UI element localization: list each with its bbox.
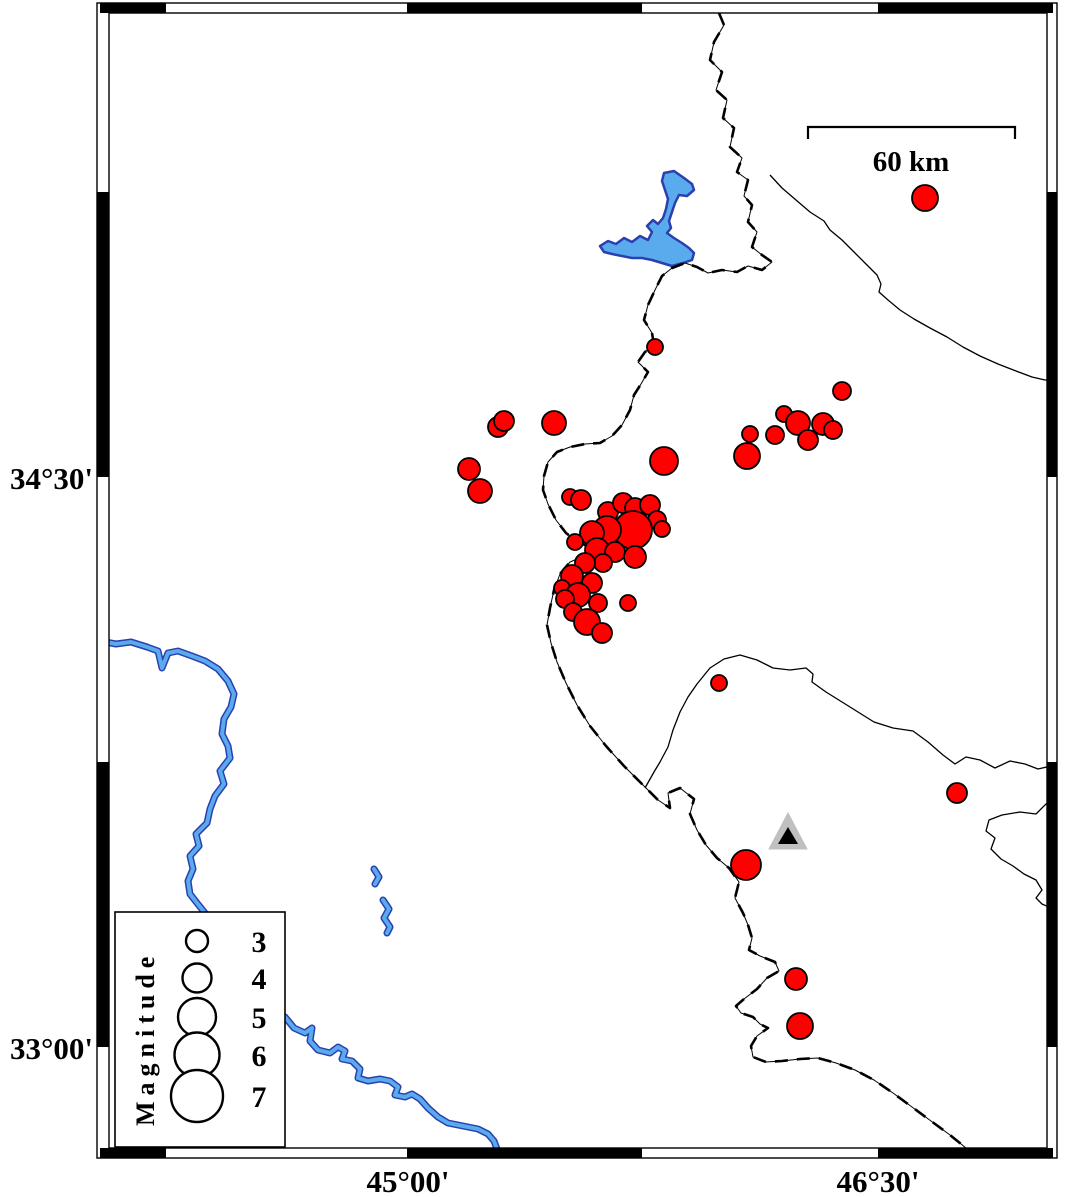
lat-label-33-00: 33°00': [10, 1031, 93, 1066]
admin-boundary-0: [769, 174, 1047, 381]
river-1: [283, 1015, 499, 1148]
earthquake-marker: [730, 849, 762, 881]
earthquake-marker: [797, 429, 819, 451]
legend-circle-m5: [176, 996, 218, 1038]
earthquake-marker: [566, 533, 584, 551]
scale-bar: 60 km: [806, 125, 1017, 178]
frame-segment-top: [407, 3, 642, 13]
scale-bar-label: 60 km: [873, 146, 950, 178]
scale-bar-bracket: [806, 125, 1017, 139]
earthquake-marker: [591, 622, 613, 644]
legend-label-m6: 6: [252, 1040, 267, 1073]
legend-circle-m7: [169, 1068, 225, 1124]
earthquake-marker: [832, 381, 852, 401]
legend-title: Magnitude: [131, 951, 160, 1126]
earthquake-marker: [946, 782, 968, 804]
legend-circle-m4: [181, 962, 213, 994]
river-3: [381, 898, 392, 935]
international-border-dashed: [541, 13, 968, 1148]
earthquake-marker: [593, 553, 613, 573]
admin-boundary-1: [644, 654, 1047, 789]
frame-segment-bottom: [100, 1148, 166, 1158]
frame-segment-top: [100, 3, 166, 13]
earthquake-marker: [765, 425, 785, 445]
lon-label-45-00: 45°00': [366, 1164, 449, 1197]
earthquake-marker: [733, 442, 761, 470]
frame-segment-left: [97, 762, 109, 1047]
river-0: [109, 640, 236, 915]
legend-label-m5: 5: [252, 1002, 267, 1035]
frame-segment-bottom: [407, 1148, 642, 1158]
frame-segment-top: [878, 3, 1053, 13]
legend-label-m4: 4: [252, 963, 267, 996]
earthquake-marker: [653, 520, 671, 538]
earthquake-marker: [619, 594, 637, 612]
frame-segment-right: [1047, 762, 1057, 1047]
earthquake-marker: [493, 410, 515, 432]
station-triangle-inner: [778, 827, 798, 844]
earthquake-marker: [741, 425, 759, 443]
earthquake-marker: [823, 420, 843, 440]
legend-label-m7: 7: [252, 1081, 267, 1114]
earthquake-marker: [646, 338, 664, 356]
international-border-solid: [542, 13, 967, 1148]
axis-labels: 34°30' 33°00' 45°00' 46°30': [10, 461, 920, 1197]
magnitude-legend: Magnitude 3 4 5 6 7: [114, 911, 286, 1148]
earthquake-marker: [785, 410, 811, 436]
earthquake-marker: [457, 457, 481, 481]
earthquake-marker: [911, 184, 939, 212]
frame-segment-left: [97, 192, 109, 477]
map-content-layer: [109, 13, 1047, 1148]
legend-label-m3: 3: [252, 926, 267, 959]
earthquake-marker: [623, 545, 647, 569]
earthquake-marker: [570, 489, 592, 511]
earthquake-marker: [784, 967, 808, 991]
river-2: [372, 867, 381, 886]
frame-segment-bottom: [878, 1148, 1053, 1158]
earthquake-marker: [710, 674, 728, 692]
earthquake-marker: [786, 1012, 814, 1040]
earthquake-marker: [541, 410, 567, 436]
earthquake-marker: [467, 478, 493, 504]
admin-boundary-2: [985, 802, 1047, 907]
river-casing-0: [109, 638, 238, 917]
lat-label-34-30: 34°30': [10, 461, 93, 496]
lon-label-46-30: 46°30': [836, 1164, 919, 1197]
legend-circle-m3: [184, 928, 210, 954]
map-frame: [96, 2, 1058, 1159]
lake: [598, 169, 696, 268]
earthquake-marker: [649, 446, 679, 476]
earthquake-marker: [588, 593, 608, 613]
frame-segment-right: [1047, 192, 1057, 477]
